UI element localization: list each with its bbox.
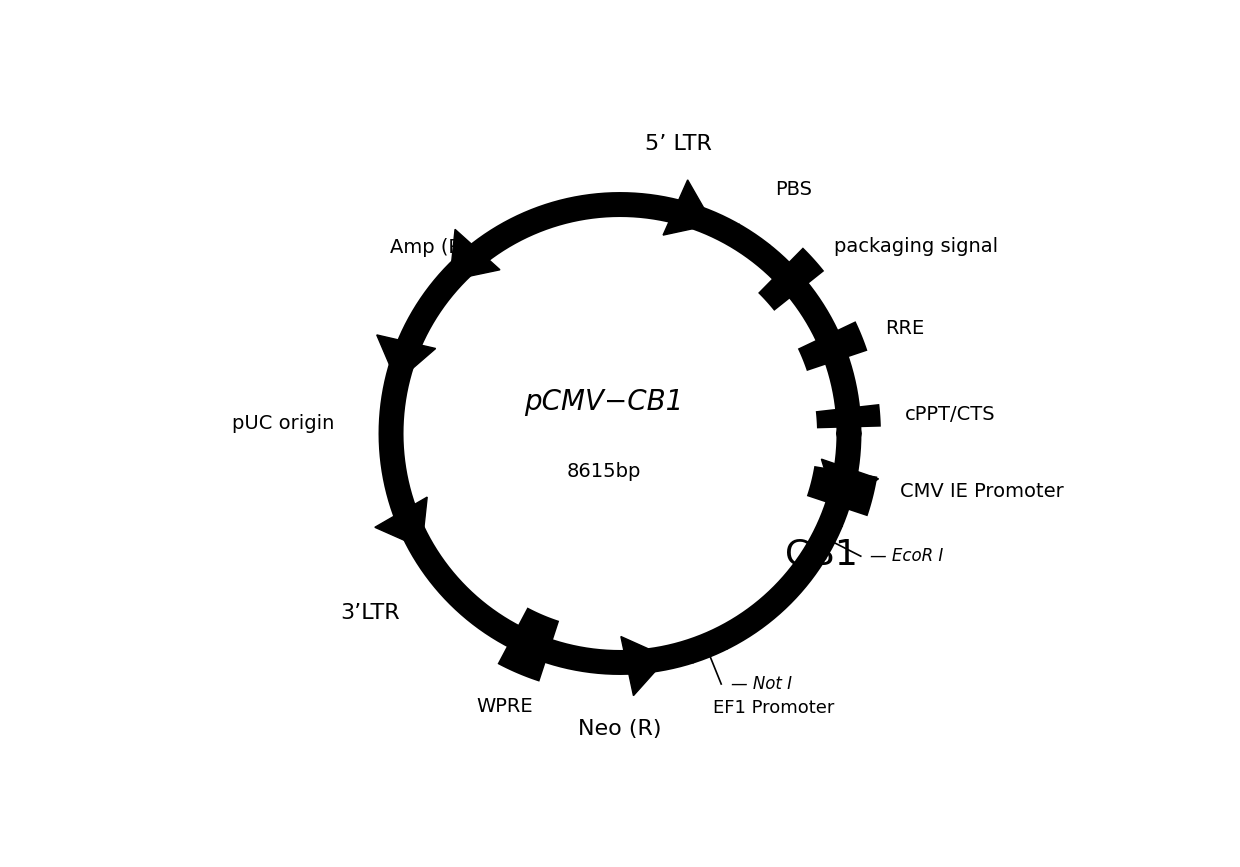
Text: — EcoR I: — EcoR I bbox=[870, 547, 944, 565]
Text: pUC origin: pUC origin bbox=[232, 414, 335, 434]
Text: RRE: RRE bbox=[885, 319, 925, 338]
Polygon shape bbox=[663, 179, 713, 235]
Polygon shape bbox=[821, 460, 878, 508]
Polygon shape bbox=[377, 335, 435, 382]
Text: cPPT/CTS: cPPT/CTS bbox=[905, 405, 996, 423]
Text: 5’ LTR: 5’ LTR bbox=[645, 134, 712, 153]
Text: PBS: PBS bbox=[775, 180, 812, 199]
Text: Neo (R): Neo (R) bbox=[578, 720, 662, 740]
Polygon shape bbox=[450, 230, 500, 280]
Polygon shape bbox=[374, 497, 428, 548]
Text: WPRE: WPRE bbox=[476, 697, 533, 716]
Text: CMV IE Promoter: CMV IE Promoter bbox=[899, 482, 1064, 501]
Text: Amp (R): Amp (R) bbox=[391, 238, 470, 257]
Text: — Not I: — Not I bbox=[730, 675, 792, 693]
Text: 3’LTR: 3’LTR bbox=[340, 603, 399, 623]
Text: 8615bp: 8615bp bbox=[567, 462, 641, 481]
Text: packaging signal: packaging signal bbox=[835, 237, 998, 256]
Text: EF1 Promoter: EF1 Promoter bbox=[713, 699, 835, 717]
Polygon shape bbox=[621, 636, 667, 695]
Text: CB1: CB1 bbox=[785, 538, 857, 572]
Text: pCMV−CB1: pCMV−CB1 bbox=[525, 388, 683, 415]
